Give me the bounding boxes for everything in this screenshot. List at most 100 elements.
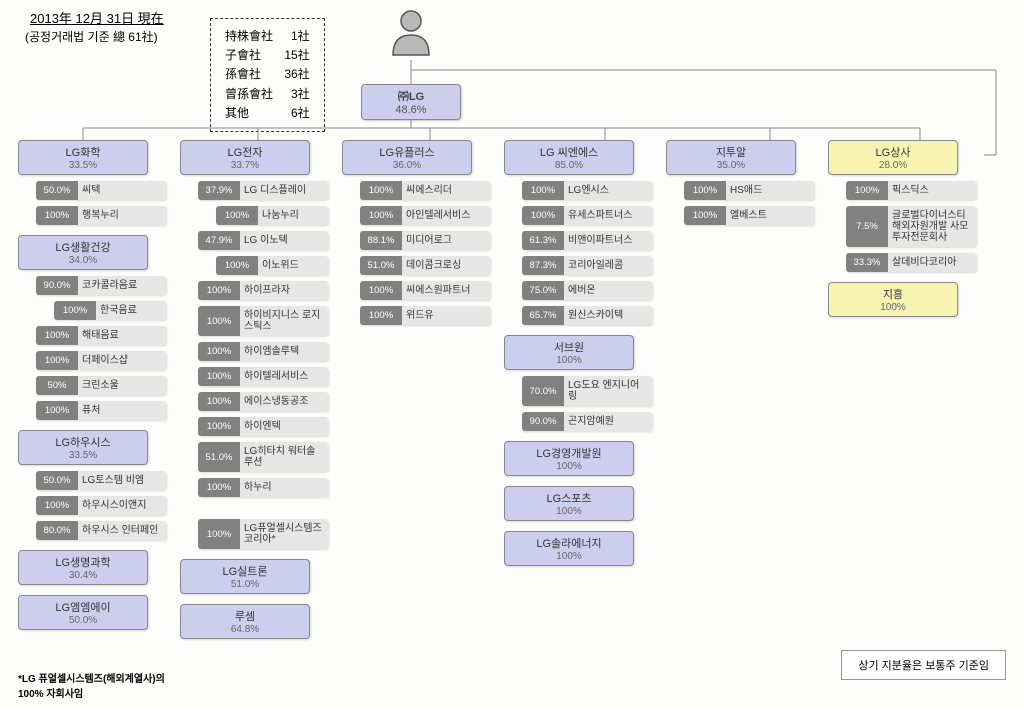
leaf-label: 원신스카이텍: [564, 306, 652, 325]
leaf-node: 50.0%LG토스템 비엠: [36, 471, 166, 490]
summary-row: 孫會社36社: [225, 65, 310, 84]
leaf-pct: 33.3%: [846, 253, 888, 272]
branch-name: LG경영개발원: [505, 445, 633, 461]
org-group: LG상사28.0%100%픽스딕스7.5%글로벌다이너스티 해외자원개발 사모투…: [828, 140, 976, 272]
leaf-node: 100%픽스딕스: [846, 181, 976, 200]
leaf-label: 미디어로그: [402, 231, 490, 250]
leaf-label: LG도요 엔지니어링: [564, 376, 652, 406]
leaf-pct: 100%: [36, 351, 78, 370]
branch-pct: 30.4%: [19, 570, 147, 581]
branch-node: LG전자33.7%: [180, 140, 310, 175]
leaf-label: 나눔누리: [258, 206, 328, 225]
leaf-pct: 100%: [36, 401, 78, 420]
org-group: LG생명과학30.4%: [18, 550, 166, 585]
summary-label: 其他: [225, 104, 249, 123]
leaf-label: 하이엔텍: [240, 417, 328, 436]
summary-row: 曾孫會社3社: [225, 85, 310, 104]
leaf-node: 87.3%코리아일레콤: [522, 256, 652, 275]
leaf-node: 100%에이스냉동공조: [198, 392, 328, 411]
branch-name: LG스포츠: [505, 490, 633, 506]
leaf-label: 퓨처: [78, 401, 166, 420]
branch-node: 지투알35.0%: [666, 140, 796, 175]
leaf-label: 하이엠솔루텍: [240, 342, 328, 361]
leaf-pct: 50%: [36, 376, 78, 395]
org-group: 루셈64.8%: [180, 604, 328, 639]
branch-node: LG엠엠에이50.0%: [18, 595, 148, 630]
leaf-pct: 51.0%: [360, 256, 402, 275]
leaf-pct: 100%: [198, 281, 240, 300]
leaf-pct: 100%: [216, 256, 258, 275]
root-node: ㈜LG 48.6%: [361, 84, 461, 120]
leaf-label: 코카콜라음료: [78, 276, 166, 295]
branch-pct: 28.0%: [829, 160, 957, 171]
leaf-pct: 100%: [522, 181, 564, 200]
org-group: LG스포츠100%: [504, 486, 652, 521]
leaf-pct: 88.1%: [360, 231, 402, 250]
leaf-pct: 37.9%: [198, 181, 240, 200]
org-group: LG솔라에너지100%: [504, 531, 652, 566]
summary-label: 曾孫會社: [225, 85, 273, 104]
header-date: 2013年 12月 31日 現在: [30, 8, 164, 27]
leaf-node: 47.9%LG 이노텍: [198, 231, 328, 250]
leaf-pct: 100%: [360, 206, 402, 225]
branch-pct: 35.0%: [667, 160, 795, 171]
leaf-label: 살데비다코리아: [888, 253, 976, 272]
leaf-pct: 47.9%: [198, 231, 240, 250]
leaf-label: LG퓨얼셀시스템즈코리아*: [240, 519, 328, 549]
leaf-pct: 50.0%: [36, 471, 78, 490]
root-name: ㈜LG: [362, 88, 460, 104]
org-column: 지투알35.0%100%HS애드100%엘베스트: [666, 140, 814, 229]
org-group: 서브원100%70.0%LG도요 엔지니어링90.0%곤지암예원: [504, 335, 652, 431]
leaf-node: 100%아인텔레서비스: [360, 206, 490, 225]
branch-node: LG유플러스36.0%: [342, 140, 472, 175]
leaf-node: 33.3%살데비다코리아: [846, 253, 976, 272]
leaf-node: 7.5%글로벌다이너스티 해외자원개발 사모투자전문회사: [846, 206, 976, 247]
leaf-label: 하우시스이앤지: [78, 496, 166, 515]
org-group: 지흥100%: [828, 282, 976, 317]
org-column: LG화학33.5%50.0%씨텍100%행복누리LG생활건강34.0%90.0%…: [18, 140, 166, 634]
branch-node: LG화학33.5%: [18, 140, 148, 175]
leaf-pct: 61.3%: [522, 231, 564, 250]
leaf-pct: 100%: [198, 417, 240, 436]
leaf-label: 곤지암예원: [564, 412, 652, 431]
leaf-pct: 100%: [522, 206, 564, 225]
branch-node: LG생명과학30.4%: [18, 550, 148, 585]
leaf-label: 아인텔레서비스: [402, 206, 490, 225]
branch-name: LG엠엠에이: [19, 599, 147, 615]
leaf-label: 한국음료: [96, 301, 166, 320]
leaf-label: 해태음료: [78, 326, 166, 345]
org-column: LG유플러스36.0%100%씨에스리더100%아인텔레서비스88.1%미디어로…: [342, 140, 490, 329]
leaf-node: 100%한국음료: [54, 301, 166, 320]
leaf-label: 더페이스샵: [78, 351, 166, 370]
branch-pct: 50.0%: [19, 615, 147, 626]
branch-name: 서브원: [505, 339, 633, 355]
leaf-pct: 90.0%: [36, 276, 78, 295]
leaf-label: 에이스냉동공조: [240, 392, 328, 411]
root-pct: 48.6%: [362, 104, 460, 116]
leaf-pct: 100%: [36, 206, 78, 225]
leaf-label: 하이텔레서비스: [240, 367, 328, 386]
branch-pct: 33.5%: [19, 160, 147, 171]
leaf-label: 하이프라자: [240, 281, 328, 300]
branch-name: LG 씨엔에스: [505, 144, 633, 160]
leaf-node: 100%LG엔시스: [522, 181, 652, 200]
leaf-node: 100%씨에스리더: [360, 181, 490, 200]
leaf-node: 65.7%원신스카이텍: [522, 306, 652, 325]
leaf-label: 하이비지니스 로지스틱스: [240, 306, 328, 336]
branch-node: 지흥100%: [828, 282, 958, 317]
leaf-pct: 70.0%: [522, 376, 564, 406]
branch-pct: 85.0%: [505, 160, 633, 171]
branch-name: LG하우시스: [19, 434, 147, 450]
leaf-label: 씨텍: [78, 181, 166, 200]
leaf-pct: 100%: [360, 181, 402, 200]
leaf-node: 50%크린소울: [36, 376, 166, 395]
branch-name: LG생명과학: [19, 554, 147, 570]
leaf-label: LG 이노텍: [240, 231, 328, 250]
branch-name: LG유플러스: [343, 144, 471, 160]
org-column: LG 씨엔에스85.0%100%LG엔시스100%유세스파트너스61.3%비앤이…: [504, 140, 652, 570]
leaf-label: LG엔시스: [564, 181, 652, 200]
leaf-node: 51.0%데이콤크로싱: [360, 256, 490, 275]
leaf-pct: 100%: [198, 519, 240, 549]
leaf-node: 100%하이텔레서비스: [198, 367, 328, 386]
leaf-node: 100%하이엔텍: [198, 417, 328, 436]
